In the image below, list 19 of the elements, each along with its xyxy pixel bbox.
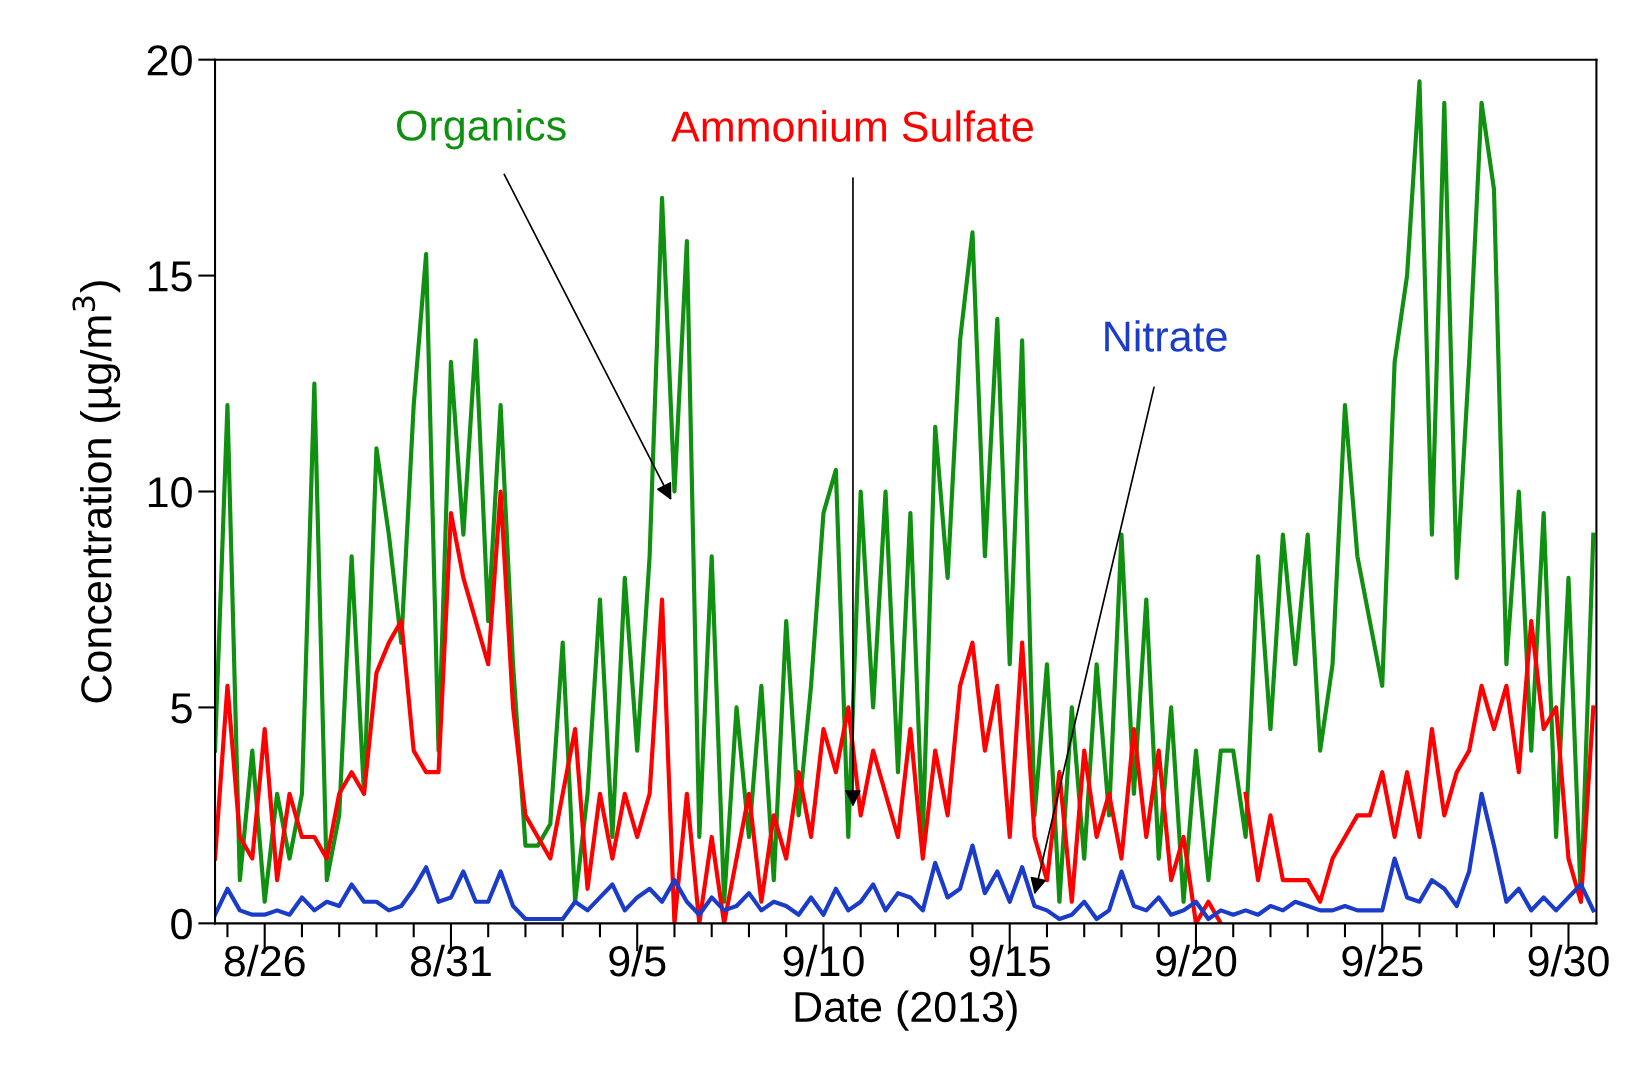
- x-tick-label: 8/26: [224, 944, 305, 977]
- y-tick-label: 0: [171, 908, 192, 940]
- y-tick-label: 15: [148, 261, 192, 292]
- annotation: Ammonium Sulfate: [671, 110, 1033, 142]
- y-tick-label: 10: [148, 477, 192, 508]
- line-series: [215, 79, 1596, 904]
- x-tick-label: 8/31: [410, 944, 491, 977]
- annotation: Nitrate: [1105, 320, 1227, 352]
- y-tick-label: 20: [147, 45, 192, 76]
- y-tick-label: 5: [171, 693, 192, 724]
- y-axis-title: Concentration (µg/m$^{3}$): [72, 281, 121, 703]
- x-tick-label: 9/30: [1528, 944, 1609, 977]
- x-tick-label: 9/20: [1156, 944, 1237, 977]
- x-tick-label: 9/15: [969, 944, 1050, 977]
- x-tick-label: 9/25: [1342, 944, 1423, 977]
- x-tick-label: 9/5: [609, 944, 666, 977]
- annotation: Organics: [396, 109, 566, 150]
- x-tick-label: 9/10: [783, 944, 864, 977]
- x-axis-title: Date (2013): [795, 990, 1017, 1031]
